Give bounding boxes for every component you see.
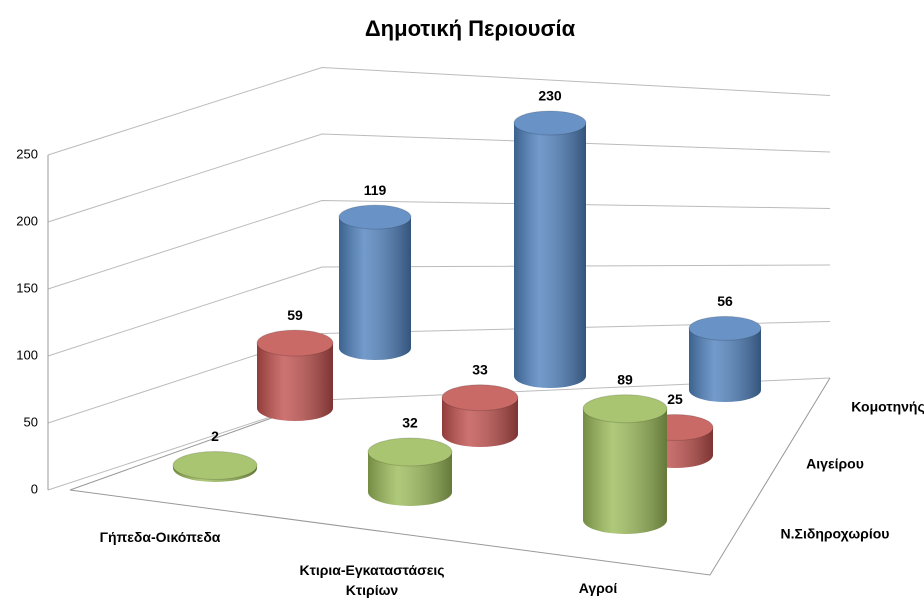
y-tick-label: 150 xyxy=(16,280,38,295)
y-tick-label: 250 xyxy=(16,146,38,161)
depth-label: Ν.Σιδηροχωρίου xyxy=(781,526,890,542)
chart-title: Δημοτική Περιουσία xyxy=(365,16,576,41)
grid-line xyxy=(47,321,831,424)
grid-line xyxy=(47,133,831,223)
y-tick-label: 50 xyxy=(24,414,38,429)
cylinder xyxy=(256,329,334,421)
value-label: 33 xyxy=(472,361,488,377)
cylinder xyxy=(367,437,453,506)
value-label: 56 xyxy=(717,293,733,309)
grid-line xyxy=(47,199,831,290)
y-tick-label: 0 xyxy=(31,481,38,496)
y-tick-label: 100 xyxy=(16,347,38,362)
value-label: 59 xyxy=(287,307,303,323)
depth-label: Αιγείρου xyxy=(806,456,864,472)
value-label: 2 xyxy=(211,428,219,444)
value-label: 119 xyxy=(364,182,387,198)
depth-label: Κομοτηνής xyxy=(851,399,924,415)
value-label: 25 xyxy=(667,391,683,407)
value-label: 89 xyxy=(617,371,633,387)
x-tick-label: Κτιρια-Εγκαταστάσεις Κτιρίων xyxy=(299,562,445,598)
floor-edge xyxy=(69,377,831,576)
cylinder xyxy=(338,204,412,360)
grid-line xyxy=(47,264,831,357)
value-label: 32 xyxy=(402,415,418,431)
cylinder xyxy=(172,451,258,482)
cylinder xyxy=(688,315,762,402)
cylinder xyxy=(441,384,519,447)
x-tick-label: Αγροί xyxy=(578,580,618,596)
y-tick-label: 200 xyxy=(16,213,38,228)
cylinder xyxy=(582,394,668,534)
value-label: 230 xyxy=(538,88,562,104)
x-tick-label: Γήπεδα-Οικόπεδα xyxy=(99,529,221,545)
grid-line xyxy=(47,66,831,156)
cylinder xyxy=(513,110,587,388)
